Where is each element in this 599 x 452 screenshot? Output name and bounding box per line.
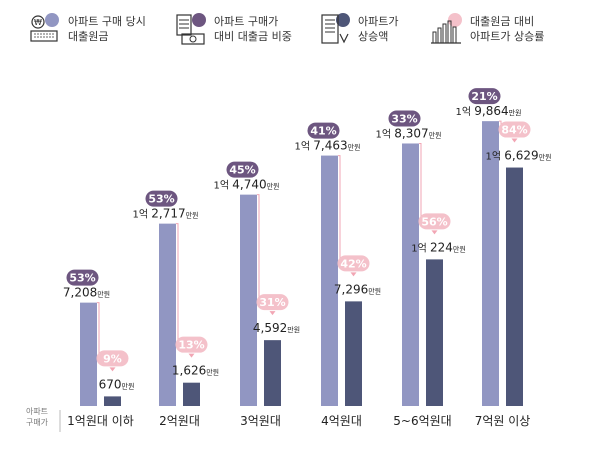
- loan-value-label: 1억 9,864만원: [456, 104, 522, 118]
- loan-bar: [402, 143, 419, 407]
- rise-bar: [345, 301, 362, 406]
- x-axis-label-line1: 아파트: [25, 407, 49, 416]
- loan-share-badge-bg: [226, 161, 259, 178]
- x-tick-label: 5~6억원대: [393, 414, 451, 428]
- loan-bar: [159, 223, 176, 406]
- legend-label-line1: 아파트가: [358, 15, 399, 28]
- legend-item-rise: 아파트가 상승액: [318, 12, 398, 46]
- rate-arrow: [350, 272, 357, 277]
- loan-value-label: 1억 2,717만원: [133, 207, 199, 221]
- x-axis-label-line2: 구매가: [25, 418, 49, 427]
- rise-value-label: 7,296만원: [334, 282, 381, 296]
- x-tick-label: 2억원대: [159, 414, 200, 428]
- rate-arrow: [269, 311, 276, 316]
- rise-rate-badge-bg: [175, 336, 208, 353]
- building-icon: [318, 12, 352, 46]
- loan-value-label: 1억 7,463만원: [295, 139, 361, 153]
- legend-label-line1: 아파트 구매가: [214, 15, 279, 28]
- legend-label-line2: 상승액: [358, 30, 389, 43]
- loan-value-label: 7,208만원: [63, 286, 110, 300]
- rise-rate-badge-bg: [418, 213, 451, 230]
- legend-label-line2: 아파트가 상승률: [470, 30, 545, 43]
- rise-rate-badge: 9%: [103, 352, 122, 365]
- legend-label-line2: 대출원금: [68, 30, 109, 43]
- loan-bar: [80, 302, 97, 406]
- rise-rate-badge: 13%: [178, 339, 204, 352]
- won-coin-keyboard-icon: ₩: [28, 12, 62, 46]
- rise-rate-badge-bg: [96, 350, 129, 367]
- legend-item-loan: ₩ 아파트 구매 당시 대출원금: [28, 12, 146, 46]
- legend-item-share: 아파트 구매가 대비 대출금 비중: [174, 12, 292, 46]
- loan-value-label: 1억 8,307만원: [376, 126, 442, 140]
- rate-arrow: [511, 138, 518, 143]
- rise-value-label: 670만원: [99, 377, 135, 391]
- calculator-document-icon: [174, 12, 208, 46]
- rise-rate-badge: 56%: [421, 215, 447, 228]
- rise-value-label: 1억 224만원: [411, 240, 466, 254]
- loan-share-badge: 53%: [148, 193, 174, 206]
- loan-share-badge: 33%: [391, 112, 417, 125]
- loan-share-badge-bg: [307, 122, 340, 139]
- x-tick-label: 7억원 이상: [475, 414, 531, 428]
- rate-arrow: [431, 230, 438, 235]
- bar-chart-icon: [430, 12, 464, 46]
- connector-line: [257, 194, 263, 303]
- legend-item-rate: 대출원금 대비 아파트가 상승률: [430, 12, 544, 46]
- x-axis-label: 아파트 구매가: [20, 406, 54, 428]
- svg-text:₩: ₩: [34, 18, 42, 27]
- rise-rate-badge: 84%: [501, 124, 527, 137]
- loan-share-badge-bg: [388, 110, 421, 127]
- connector-line: [176, 223, 182, 346]
- rise-bar: [264, 340, 281, 406]
- rise-bar: [104, 396, 121, 406]
- rise-bar: [183, 382, 200, 406]
- loan-share-badge-bg: [468, 88, 501, 105]
- rise-value-label: 4,592만원: [253, 321, 300, 335]
- legend-label-line1: 대출원금 대비: [470, 15, 535, 28]
- rise-value-label: 1억 6,629만원: [486, 149, 552, 163]
- rise-rate-badge: 31%: [259, 296, 285, 309]
- x-tick-label: 4억원대: [321, 414, 362, 428]
- loan-share-badge: 41%: [310, 125, 336, 138]
- connector-line: [419, 142, 425, 222]
- rise-rate-badge-bg: [337, 255, 370, 272]
- loan-share-badge: 53%: [69, 272, 95, 285]
- x-tick-label: 3억원대: [240, 414, 281, 428]
- legend-label-line2: 대비 대출금 비중: [214, 30, 292, 43]
- rise-bar: [506, 167, 523, 406]
- loan-bar: [482, 121, 499, 406]
- rate-arrow: [188, 353, 195, 358]
- loan-value-label: 1억 4,740만원: [214, 178, 280, 192]
- legend-label-line1: 아파트 구매 당시: [68, 15, 146, 28]
- rate-arrow: [109, 367, 116, 372]
- loan-bar: [240, 194, 257, 406]
- rise-rate-badge: 42%: [340, 257, 366, 270]
- rise-bar: [426, 259, 443, 406]
- loan-bar: [321, 155, 338, 406]
- loan-share-badge: 45%: [229, 164, 255, 177]
- rise-rate-badge-bg: [256, 294, 289, 311]
- loan-share-badge-bg: [66, 269, 99, 286]
- connector-line: [338, 155, 344, 264]
- x-tick-label: 1억원대 이하: [67, 414, 134, 428]
- loan-share-badge: 21%: [471, 90, 497, 103]
- rise-rate-badge-bg: [498, 121, 531, 138]
- rise-value-label: 1,626만원: [172, 364, 219, 378]
- connector-line: [97, 302, 103, 359]
- loan-share-badge-bg: [145, 190, 178, 207]
